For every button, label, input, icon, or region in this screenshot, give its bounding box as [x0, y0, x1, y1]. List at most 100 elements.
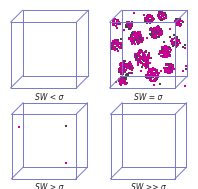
- Point: [120, 63, 123, 66]
- Point: [140, 155, 144, 158]
- Point: [129, 128, 133, 131]
- Point: [61, 45, 64, 48]
- Point: [139, 139, 142, 142]
- Point: [33, 156, 36, 159]
- Point: [131, 161, 135, 164]
- Point: [61, 66, 64, 69]
- Point: [15, 71, 18, 74]
- Point: [33, 133, 36, 136]
- Point: [39, 166, 42, 169]
- Point: [81, 52, 84, 55]
- Point: [41, 142, 45, 145]
- Point: [154, 132, 158, 136]
- Point: [143, 145, 146, 148]
- Point: [132, 11, 135, 14]
- Point: [156, 128, 159, 131]
- Point: [59, 84, 62, 87]
- Point: [148, 163, 151, 166]
- Point: [127, 158, 130, 161]
- Point: [62, 11, 66, 14]
- Point: [45, 165, 48, 168]
- Point: [45, 149, 48, 152]
- Point: [80, 21, 83, 24]
- Point: [135, 151, 138, 154]
- Point: [128, 154, 131, 157]
- Point: [52, 143, 55, 146]
- Point: [62, 48, 65, 51]
- Point: [77, 58, 80, 61]
- Point: [145, 146, 148, 149]
- Point: [56, 77, 59, 80]
- Point: [122, 62, 125, 65]
- Point: [144, 125, 148, 129]
- Point: [72, 42, 75, 45]
- Point: [27, 138, 30, 141]
- Point: [35, 149, 38, 152]
- Point: [135, 132, 138, 135]
- Point: [22, 156, 25, 159]
- Point: [38, 144, 41, 147]
- Point: [161, 145, 164, 148]
- Point: [149, 15, 152, 18]
- Point: [19, 45, 22, 48]
- Point: [128, 134, 131, 137]
- Point: [159, 149, 162, 152]
- Point: [20, 43, 23, 46]
- Point: [84, 71, 87, 74]
- Point: [134, 141, 138, 144]
- Point: [33, 161, 36, 164]
- Point: [157, 29, 161, 32]
- Point: [41, 167, 44, 170]
- Point: [41, 140, 44, 143]
- Point: [127, 138, 130, 141]
- Point: [49, 68, 52, 71]
- Point: [23, 148, 27, 151]
- Point: [155, 150, 158, 153]
- Point: [29, 141, 32, 144]
- Point: [58, 65, 62, 68]
- Point: [28, 140, 31, 143]
- Point: [30, 28, 33, 31]
- Point: [147, 165, 150, 168]
- Point: [23, 156, 26, 159]
- Point: [44, 64, 47, 67]
- Point: [75, 31, 78, 34]
- Point: [22, 57, 25, 60]
- Point: [10, 56, 13, 59]
- Point: [37, 167, 40, 170]
- Point: [125, 148, 128, 151]
- Point: [151, 149, 154, 152]
- Point: [44, 85, 47, 88]
- Point: [35, 157, 38, 160]
- Point: [42, 23, 46, 26]
- Point: [145, 165, 148, 168]
- Point: [144, 149, 148, 152]
- Point: [49, 26, 52, 29]
- Point: [84, 30, 87, 33]
- Point: [34, 83, 38, 86]
- Point: [71, 74, 74, 77]
- Point: [23, 47, 26, 50]
- Point: [140, 152, 143, 155]
- Point: [37, 135, 40, 138]
- Point: [148, 147, 151, 150]
- Point: [11, 14, 14, 17]
- Point: [154, 132, 157, 136]
- Point: [147, 161, 150, 164]
- Point: [24, 149, 27, 153]
- Point: [16, 43, 20, 46]
- Point: [150, 147, 153, 150]
- Point: [120, 146, 123, 149]
- Point: [41, 165, 44, 168]
- Point: [138, 52, 141, 55]
- Point: [56, 60, 59, 64]
- Point: [19, 150, 22, 153]
- Point: [153, 139, 157, 142]
- Point: [149, 147, 152, 150]
- Point: [63, 85, 67, 88]
- Point: [44, 155, 47, 158]
- Point: [118, 64, 121, 67]
- Point: [119, 67, 122, 70]
- Point: [33, 35, 36, 38]
- Point: [144, 135, 147, 138]
